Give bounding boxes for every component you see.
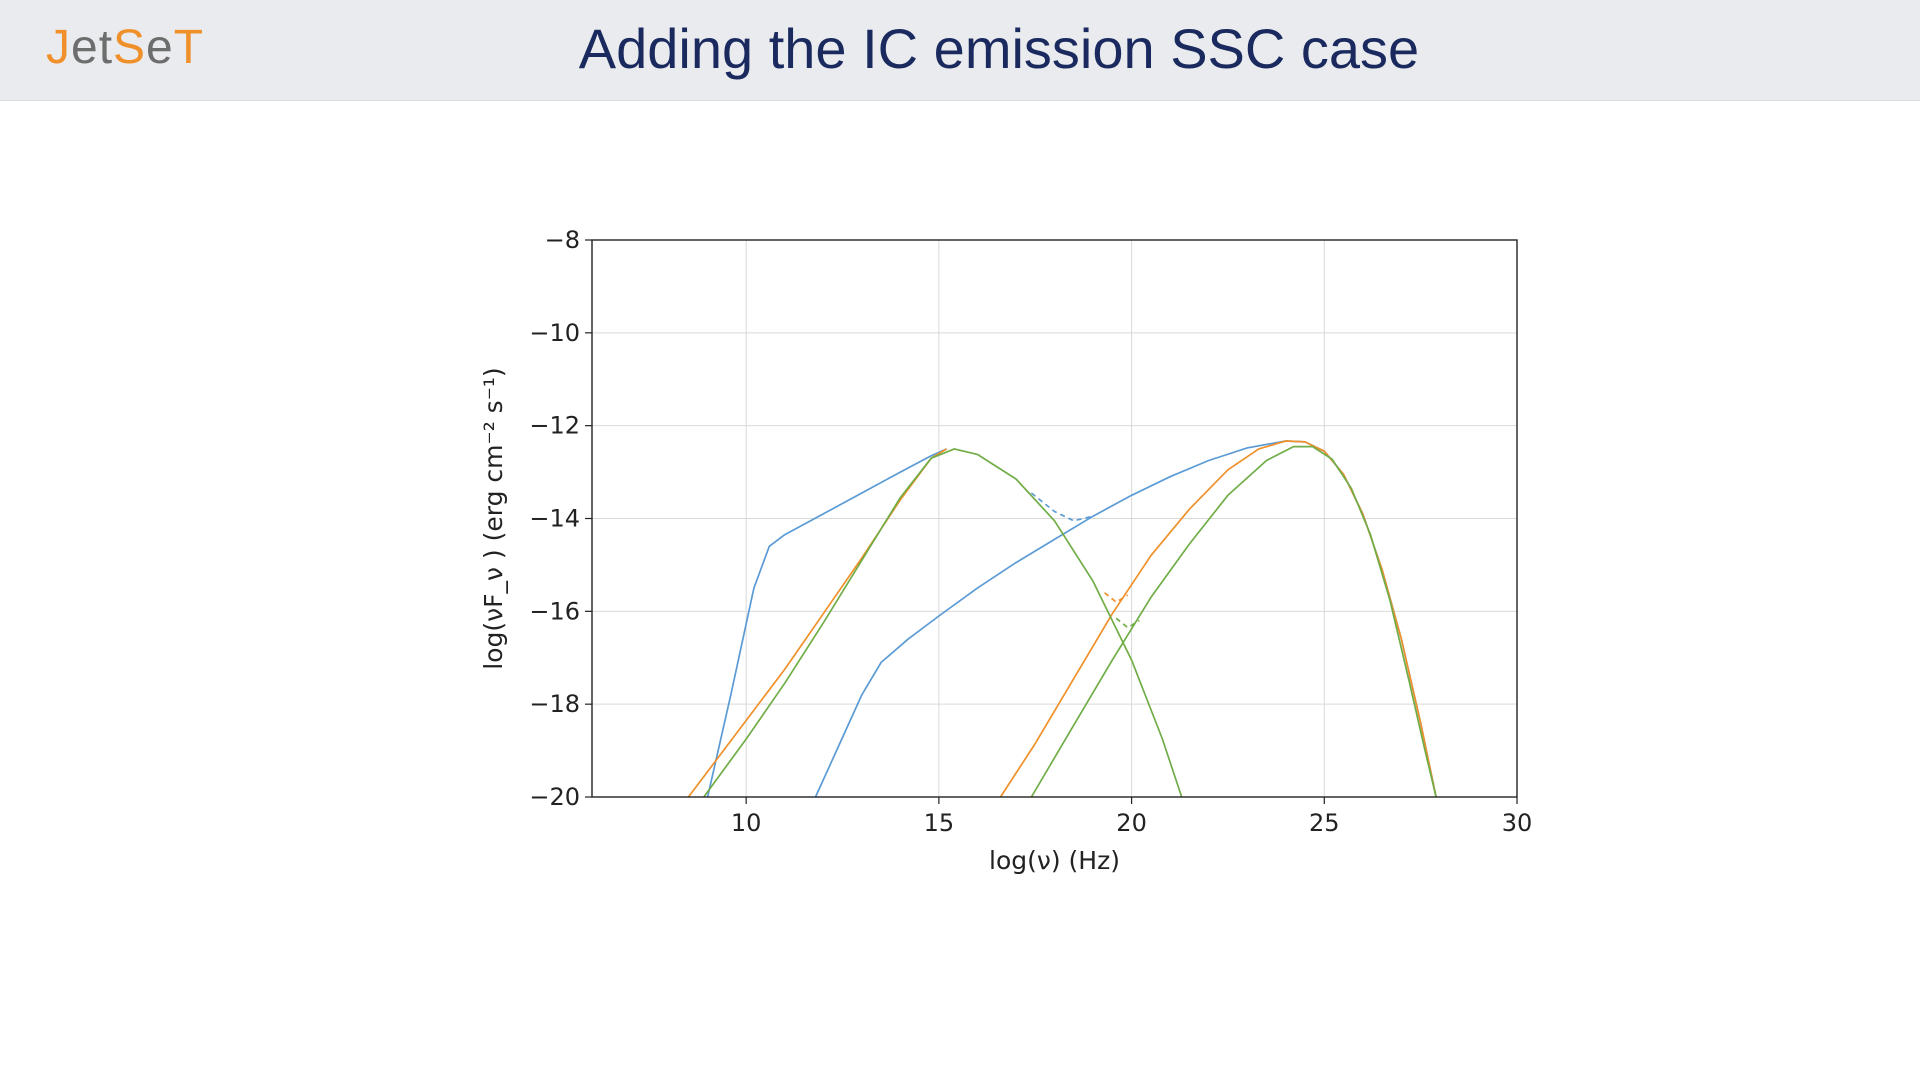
series-line-4 [687,448,948,798]
y-tick-label: −12 [529,412,580,440]
y-tick-label: −18 [529,690,580,718]
y-tick-label: −10 [529,319,580,347]
y-tick-label: −14 [529,505,580,533]
x-tick-label: 25 [1309,809,1340,837]
y-tick-label: −8 [545,226,580,254]
series-line-6 [1104,592,1129,603]
series-line-1 [706,448,947,798]
slide-title: Adding the IC emission SSC case [578,17,1420,80]
series-line-8 [1030,445,1437,798]
series-line-2 [814,440,1437,798]
chart-ticks: 10 15 20 25 30 −8 −10 −12 −14 −16 −18 −20 [529,226,1532,837]
series-line-5 [999,440,1437,798]
y-tick-label: −20 [529,783,580,811]
x-tick-label: 20 [1116,809,1147,837]
logo-letter-s: S [113,21,147,74]
series-line-3 [1030,492,1094,522]
jetset-logo: JetSeT [46,18,204,78]
x-tick-label: 10 [731,809,762,837]
slide-header: JetSeT Adding the IC emission SSC case [0,0,1920,101]
series-line-7 [703,448,1183,798]
y-tick-label: −16 [529,597,580,625]
chart-grid [592,240,1517,797]
logo-letter-j: J [46,21,71,74]
x-axis-label: log(ν) (Hz) [989,846,1120,875]
y-axis-label: log(νF_ν ) (erg cm⁻² s⁻¹) [479,367,508,669]
logo-letters-et: et [71,21,114,74]
sed-chart: 10 15 20 25 30 −8 −10 −12 −14 −16 −18 −20 log(ν) (H… [479,226,1532,875]
chart-series [687,440,1437,798]
x-tick-label: 15 [924,809,955,837]
logo-letter-t: T [173,21,205,74]
logo-letter-e: e [146,21,174,74]
series-line-9 [1115,617,1140,629]
x-tick-label: 30 [1502,809,1533,837]
